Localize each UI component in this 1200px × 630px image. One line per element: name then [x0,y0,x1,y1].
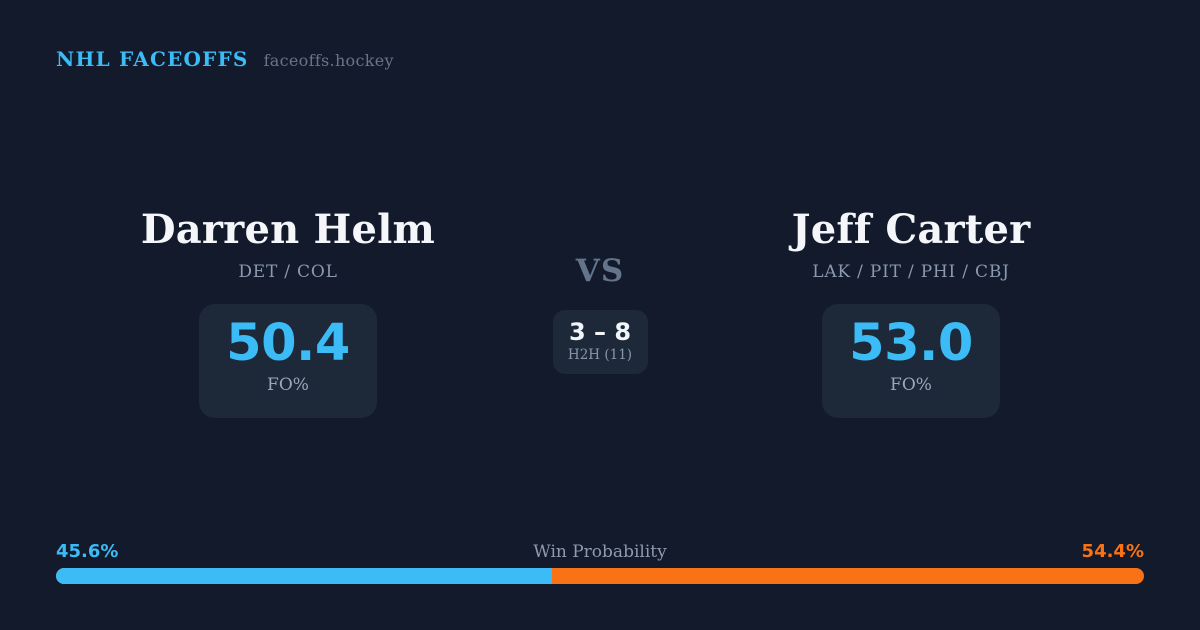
h2h-card: 3 – 8 H2H (11) [552,310,648,374]
player-left-stat-card: 50.4 FO% [199,304,377,418]
win-probability-bar-left-fill [56,568,553,584]
player-right-stat-label: FO% [890,375,932,395]
player-right-stat-card: 53.0 FO% [822,304,1000,418]
player-left-teams: DET / COL [238,262,338,282]
versus-section: VS 3 – 8 H2H (11) [520,252,680,374]
h2h-label: H2H (11) [567,347,633,363]
player-left-name: Darren Helm [140,206,436,253]
player-right-teams: LAK / PIT / PHI / CBJ [812,262,1010,282]
win-probability-left-pct: 45.6% [56,541,119,562]
brand-title: NHL FACEOFFS [56,47,249,71]
win-probability-labels: 45.6% Win Probability 54.4% [56,541,1144,563]
header: NHL FACEOFFS faceoffs.hockey [56,47,394,71]
vs-label: VS [575,253,625,289]
player-left-section: Darren Helm DET / COL 50.4 FO% [108,206,468,418]
player-left-stat-label: FO% [267,375,309,395]
site-url: faceoffs.hockey [263,51,394,70]
player-left-stat-value: 50.4 [226,314,350,373]
player-right-name: Jeff Carter [791,206,1031,253]
win-probability-title: Win Probability [533,542,667,562]
player-right-section: Jeff Carter LAK / PIT / PHI / CBJ 53.0 F… [731,206,1091,418]
player-right-stat-value: 53.0 [849,314,973,373]
win-probability-right-pct: 54.4% [1081,541,1144,562]
win-probability-bar [56,568,1144,584]
h2h-score: 3 – 8 [568,318,632,346]
